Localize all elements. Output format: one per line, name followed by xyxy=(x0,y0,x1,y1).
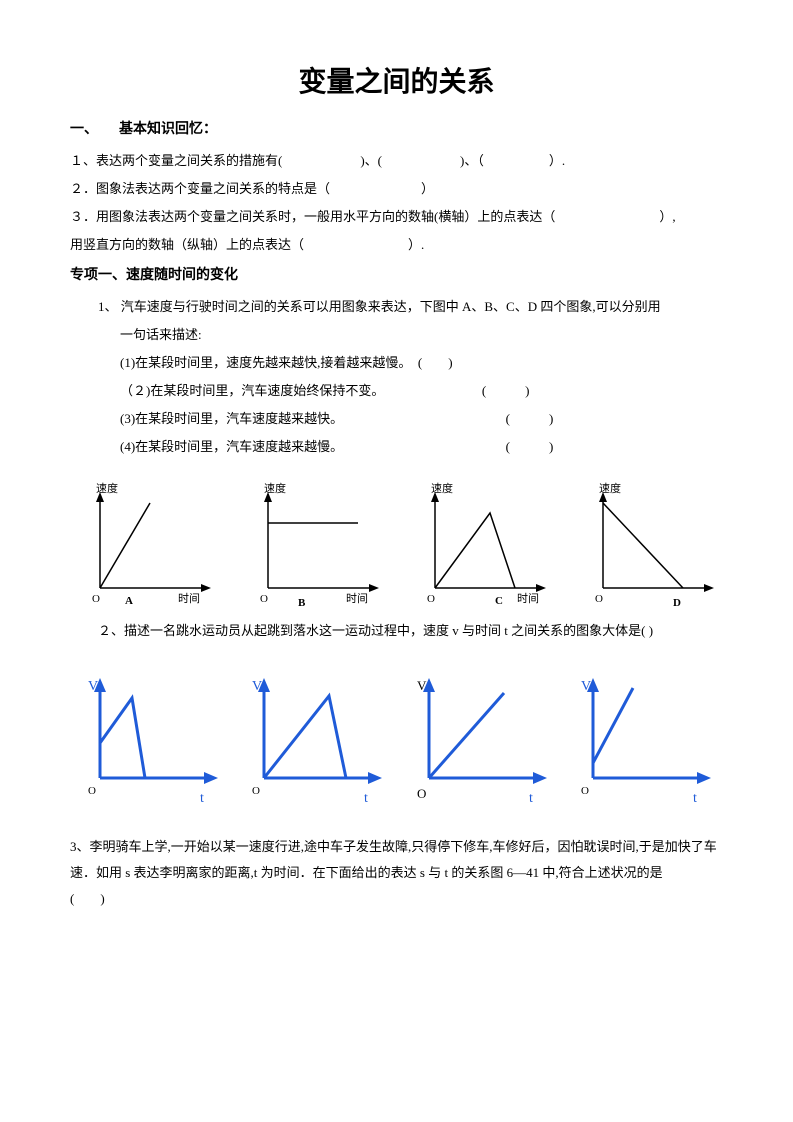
chart-row-1: 速度 O A 时间 速度 O B 时间 速度 xyxy=(70,478,723,608)
ylabel-B: 速度 xyxy=(264,481,286,495)
vt-chart-3: V O t xyxy=(399,668,559,808)
vt-chart-4: V O t xyxy=(563,668,723,808)
page-title: 变量之间的关系 xyxy=(70,60,723,100)
xlabel-v4: t xyxy=(693,791,697,806)
origin-C: O xyxy=(427,593,435,605)
t1-opt-2: （２)在某段时间里，汽车速度始终保持不变。 ( ) xyxy=(70,378,723,404)
chart-row-2: V O t V O t V O xyxy=(70,668,723,808)
chart-C: 速度 O C 时间 xyxy=(405,478,555,608)
q1-line: １、表达两个变量之间关系的措施有( )、( )、（ ）. xyxy=(70,148,723,174)
origin-v2: O xyxy=(252,785,260,797)
xlabel-B: 时间 xyxy=(346,592,368,605)
label-C: C xyxy=(495,595,503,607)
xlabel-C: 时间 xyxy=(517,592,539,605)
chart-B: 速度 O B 时间 xyxy=(238,478,388,608)
ylabel-D: 速度 xyxy=(599,481,621,495)
label-B: B xyxy=(298,597,306,608)
q3a-line: ３．用图象法表达两个变量之间关系时，一般用水平方向的数轴(横轴）上的点表达（ ）… xyxy=(70,204,723,230)
ylabel-C: 速度 xyxy=(431,481,453,495)
origin-D: O xyxy=(595,593,603,605)
vt-chart-1: V O t xyxy=(70,668,230,808)
origin-A: O xyxy=(92,593,100,605)
page: 变量之间的关系 一、 基本知识回忆： １、表达两个变量之间关系的措施有( )、(… xyxy=(0,0,793,1122)
t1-q3: 3、李明骑车上学,一开始以某一速度行进,途中车子发生故障,只得停下修车,车修好后… xyxy=(70,834,723,912)
xlabel-v1: t xyxy=(200,791,204,806)
origin-v3: O xyxy=(417,786,426,801)
q3b-line: 用竖直方向的数轴（纵轴）上的点表达（ ）. xyxy=(70,232,723,258)
ylabel-A: 速度 xyxy=(96,481,118,495)
label-A: A xyxy=(125,595,133,607)
vt-chart-2: V O t xyxy=(234,668,394,808)
origin-v1: O xyxy=(88,785,96,797)
origin-v4: O xyxy=(581,785,589,797)
origin-B: O xyxy=(260,593,268,605)
chart-A: 速度 O A 时间 xyxy=(70,478,220,608)
xlabel-v2: t xyxy=(364,791,368,806)
topic1-heading: 专项一、速度随时间的变化 xyxy=(70,264,723,284)
chart-D: 速度 O D xyxy=(573,478,723,608)
t1-opt-3: (3)在某段时间里，汽车速度越来越快。 ( ) xyxy=(70,406,723,432)
t1-opt-4: (4)在某段时间里，汽车速度越来越慢。 ( ) xyxy=(70,434,723,460)
q2-line: ２．图象法表达两个变量之间关系的特点是（ ） xyxy=(70,176,723,202)
t1-q1-intro-b: 一句话来描述: xyxy=(70,322,723,348)
xlabel-A: 时间 xyxy=(178,592,200,605)
xlabel-v3: t xyxy=(529,791,533,806)
t1-q1-intro-a: 1、 汽车速度与行驶时间之间的关系可以用图象来表达，下图中 A、B、C、D 四个… xyxy=(70,294,723,320)
t1-q2: ２、描述一名跳水运动员从起跳到落水这一运动过程中，速度 v 与时间 t 之间关系… xyxy=(70,618,723,644)
section-a-heading: 一、 基本知识回忆： xyxy=(70,118,723,138)
t1-opt-1: (1)在某段时间里，速度先越来越快,接着越来越慢。 ( ) xyxy=(70,350,723,376)
label-D: D xyxy=(673,597,681,608)
